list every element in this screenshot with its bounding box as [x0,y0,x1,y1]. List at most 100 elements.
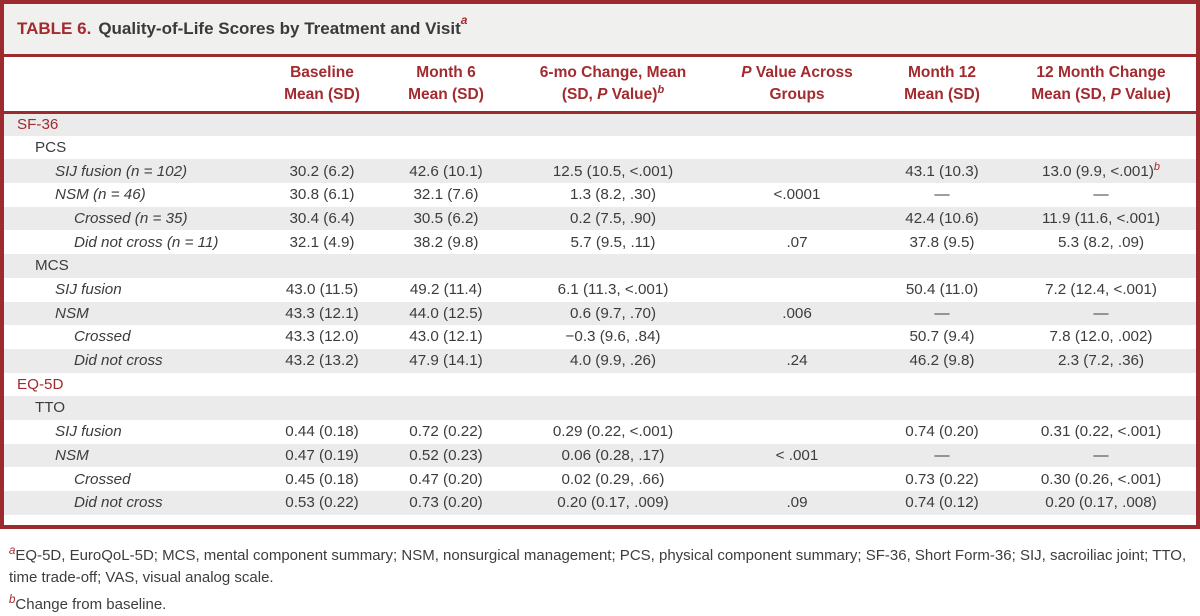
data-cell [716,396,878,420]
data-cell [262,136,382,160]
data-cell [716,112,878,136]
data-cell [510,254,716,278]
row-label: Did not cross [74,494,163,512]
data-cell: 37.8 (9.5) [909,233,975,251]
table-row: TTO [4,396,1196,420]
data-cell: 0.73 (0.20) [409,494,483,512]
data-cell [510,136,716,160]
row-label: Crossed [74,470,131,488]
footnote-b-reference: b [1153,160,1160,173]
data-cell [878,373,1006,397]
data-cell [1006,254,1196,278]
data-cell: 32.1 (4.9) [289,233,355,251]
data-cell: 0.6 (9.7, .70) [569,304,657,322]
data-cell [262,396,382,420]
quality-of-life-table: Baseline Mean (SD) Month 6 Mean (SD) 6-mo Ch… [4,57,1196,515]
data-cell [716,373,878,397]
data-cell: 43.1 (10.3) [905,162,979,180]
data-cell: 0.31 (0.22, <.001) [1040,423,1162,441]
data-cell: 0.47 (0.20) [409,470,483,488]
data-cell: 50.4 (11.0) [905,281,979,299]
footnote-b-reference: b [657,83,665,96]
data-cell: 43.2 (13.2) [285,352,359,370]
data-cell [382,373,510,397]
data-cell [510,112,716,136]
data-cell: 32.1 (7.6) [413,186,479,204]
row-label: NSM (n = 46) [55,186,146,204]
data-cell: 30.4 (6.4) [289,209,355,227]
table-row: Did not cross 0.53 (0.22) 0.73 (0.20) 0.20 … [4,491,1196,515]
table-row: Crossed 43.3 (12.0) 43.0 (12.1) −0.3 (9.6, … [4,325,1196,349]
data-cell: 0.73 (0.22) [905,470,979,488]
data-cell: 0.02 (0.29, .66) [561,470,665,488]
column-header [4,57,262,114]
footnote-b-marker: b [9,593,16,606]
data-cell: 0.53 (0.22) [285,494,359,512]
data-cell: — [934,446,950,464]
row-label: SIJ fusion (n = 102) [55,162,188,180]
data-cell: .006 [782,304,812,322]
title-footnote-marker: a [460,13,468,27]
row-label: Did not cross [74,352,163,370]
data-cell [262,112,382,136]
data-cell: < .001 [775,446,819,464]
data-cell: 0.06 (0.28, .17) [561,446,665,464]
row-label: NSM [55,304,89,322]
data-cell: 5.7 (9.5, .11) [570,233,656,251]
data-cell [716,159,878,183]
data-cell: 0.44 (0.18) [285,423,359,441]
data-cell: 0.29 (0.22, <.001) [552,423,674,441]
data-cell: 47.9 (14.1) [409,352,483,370]
data-cell: 0.47 (0.19) [285,446,359,464]
table-row: Did not cross 43.2 (13.2) 47.9 (14.1) 4.0 (… [4,348,1196,373]
data-cell: 49.2 (11.4) [409,281,483,299]
table-row: NSM (n = 46) 30.8 (6.1) 32.1 (7.6) 1.3 (8.2… [4,183,1196,207]
table-row: SIJ fusion 43.0 (11.5) 49.2 (11.4) 6.1 (11.… [4,278,1196,302]
data-cell [1006,136,1196,160]
footnote-a: aEQ-5D, EuroQoL-5D; MCS, mental componen… [9,540,1190,589]
table-row: SF-36 [4,112,1196,136]
data-cell: 6.1 (11.3, <.001) [557,281,669,299]
row-label: Crossed [74,328,131,346]
table-row: EQ-5D [4,373,1196,397]
row-label: EQ-5D [17,375,64,393]
data-cell: 30.2 (6.2) [289,162,355,180]
data-cell [382,254,510,278]
footnote-a-marker: a [9,544,16,557]
table-row: NSM 43.3 (12.1) 44.0 (12.5) 0.6 (9.7, .70).… [4,301,1196,326]
row-label: PCS [35,138,67,156]
data-cell: 43.0 (12.1) [409,328,483,346]
column-header: Month 6 Mean (SD) [382,57,510,114]
data-cell [510,396,716,420]
table-row: SIJ fusion 0.44 (0.18) 0.72 (0.22) 0.29 (0.… [4,420,1196,444]
data-cell: — [934,304,950,322]
data-cell: 7.2 (12.4, <.001) [1045,281,1157,299]
header-row: Baseline Mean (SD) Month 6 Mean (SD) 6-mo Ch… [4,57,1196,114]
data-cell: 13.0 (9.9, <.001)b [1042,160,1160,180]
data-cell [878,112,1006,136]
data-cell [716,467,878,491]
table-bottom-padding [4,515,1196,525]
data-cell: 30.8 (6.1) [289,186,355,204]
data-cell [262,254,382,278]
data-cell: 30.5 (6.2) [413,209,479,227]
data-cell [716,136,878,160]
data-cell: 7.8 (12.0, .002) [1049,328,1153,346]
data-cell: 11.9 (11.6, <.001) [1041,209,1161,227]
data-cell: 2.3 (7.2, .36) [1057,352,1145,370]
data-cell [510,373,716,397]
table-title: TABLE 6. Quality-of-Life Scores by Treat… [4,4,1196,54]
data-cell [716,254,878,278]
data-cell [716,207,878,231]
column-header: Month 12 Mean (SD) [878,57,1006,114]
data-cell: — [1093,446,1109,464]
data-cell: 0.72 (0.22) [409,423,483,441]
title-divider [4,54,1196,57]
data-cell: 38.2 (9.8) [413,233,479,251]
table-row: NSM 0.47 (0.19) 0.52 (0.23) 0.06 (0.28, .17… [4,443,1196,468]
data-cell: 0.74 (0.12) [905,494,979,512]
column-header: 6-mo Change, Mean (SD, P Value)b [510,57,716,114]
footnote-b: bChange from baseline. [9,589,1190,616]
data-cell: 0.20 (0.17, .008) [1045,494,1157,512]
table-row: Did not cross (n = 11) 32.1 (4.9) 38.2 (9.… [4,230,1196,254]
